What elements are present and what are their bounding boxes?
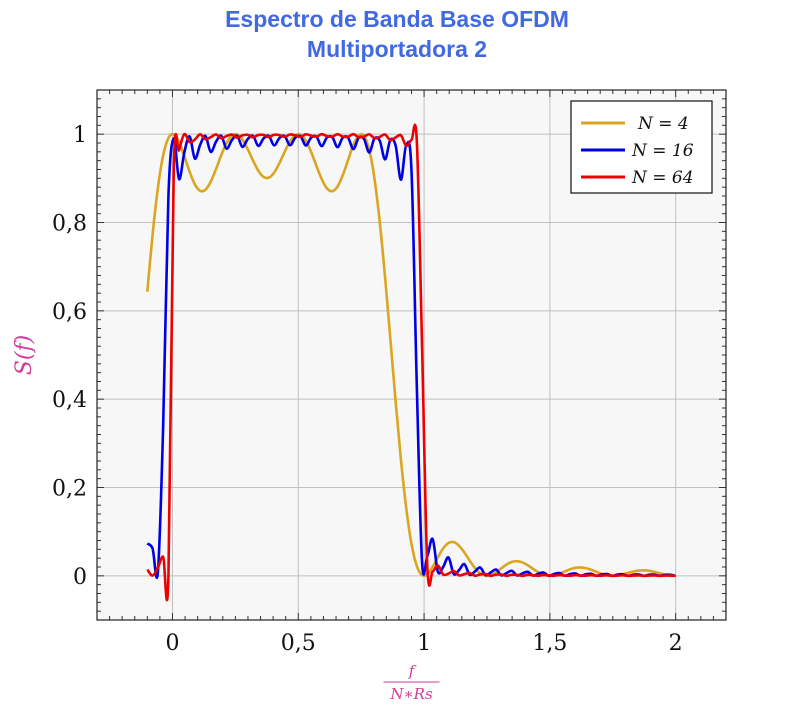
x-tick-label: 0,5 bbox=[281, 631, 316, 656]
series-line-N4 bbox=[146, 132, 676, 578]
chart-title-line1: Espectro de Banda Base OFDM bbox=[225, 6, 569, 32]
x-tick-label: 0 bbox=[165, 631, 179, 656]
y-tick-label: 1 bbox=[73, 123, 87, 148]
x-tick-label: 1 bbox=[417, 631, 431, 656]
y-tick-label: 0,4 bbox=[52, 388, 87, 413]
legend: N = 4 N = 16 N = 64 bbox=[570, 100, 713, 194]
series-line-N16 bbox=[146, 134, 676, 580]
chart-title-line2: Multiportadora 2 bbox=[306, 36, 488, 62]
y-tick-label: 0,8 bbox=[52, 212, 87, 237]
legend-label-N4: N = 4 bbox=[637, 114, 689, 134]
y-tick-label: 0,6 bbox=[52, 300, 87, 325]
legend-label-N64: N = 64 bbox=[631, 168, 694, 188]
x-axis-label-numerator: f bbox=[408, 662, 417, 680]
y-axis-label: S(f) bbox=[12, 335, 37, 375]
x-axis-label-denominator: N∗Rs bbox=[389, 685, 433, 703]
y-tick-label: 0 bbox=[73, 565, 87, 590]
plot-frame bbox=[96, 89, 727, 621]
x-tick-label: 2 bbox=[669, 631, 683, 656]
series-line-N64 bbox=[146, 123, 676, 602]
x-tick-label: 1,5 bbox=[532, 631, 567, 656]
legend-label-N16: N = 16 bbox=[631, 141, 694, 161]
y-tick-label: 0,2 bbox=[52, 477, 87, 502]
